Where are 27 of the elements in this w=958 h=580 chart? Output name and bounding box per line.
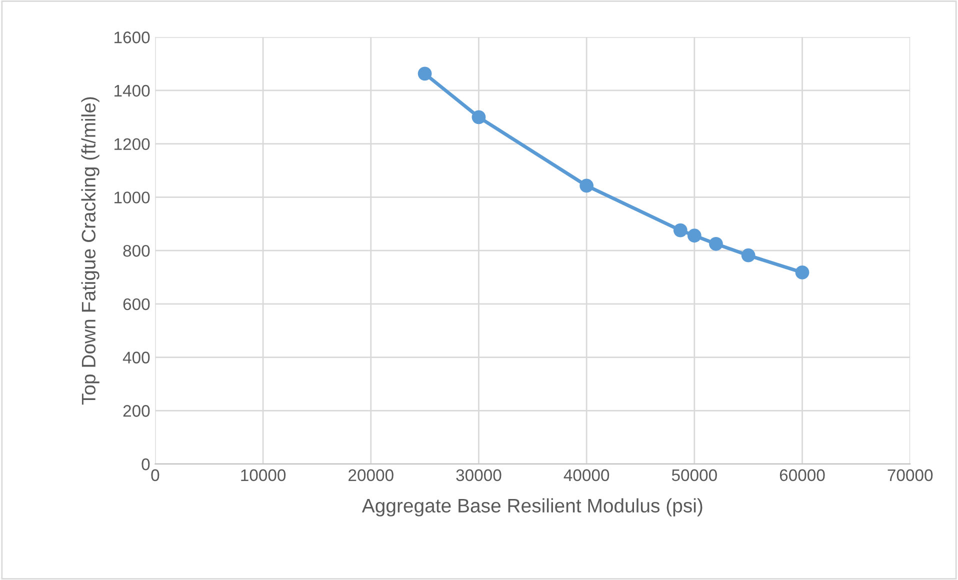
point [580,178,594,193]
point [673,223,688,238]
x-tick-label: 70000 [888,469,933,482]
y-tick-label: 600 [123,298,150,310]
y-tick-label: 1200 [114,138,150,150]
y-tick-label: 0 [142,458,150,470]
y-tick-label: 400 [122,352,150,364]
point [795,265,810,280]
x-tick-label: 60000 [780,469,825,482]
x-tick-label: 30000 [456,469,502,482]
point [418,66,432,81]
point [741,248,756,262]
point [687,228,702,243]
point [472,110,486,124]
y-tick-label: 800 [123,244,150,257]
x-tick-label: 20000 [348,469,394,482]
x-axis-title: Aggregate Base Resilient Modulus (psi) [362,498,702,516]
x-tick-label: 0 [151,469,160,482]
point [709,236,723,251]
y-tick-label: 1000 [114,192,150,204]
y-axis-title: Top Down Fatigue Cracking (ft/mile) [81,97,100,405]
x-tick-label: 40000 [564,469,610,482]
y-tick-label: 1400 [114,84,150,97]
x-tick-label: 10000 [241,469,286,482]
y-tick-label: 1600 [114,32,150,44]
x-tick-label: 50000 [672,469,717,482]
y-tick-label: 200 [123,405,150,417]
